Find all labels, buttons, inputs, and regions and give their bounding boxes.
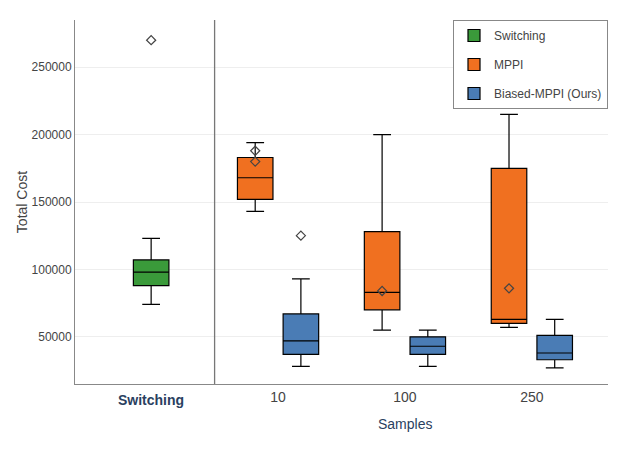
- svg-text:150000: 150000: [32, 195, 72, 209]
- svg-text:Switching: Switching: [494, 29, 545, 43]
- svg-text:200000: 200000: [32, 128, 72, 142]
- svg-text:Samples: Samples: [378, 416, 432, 432]
- svg-text:Biased-MPPI (Ours): Biased-MPPI (Ours): [494, 87, 601, 101]
- svg-text:250: 250: [520, 389, 544, 405]
- svg-text:MPPI: MPPI: [494, 58, 523, 72]
- svg-text:50000: 50000: [38, 330, 72, 344]
- svg-text:10: 10: [270, 389, 286, 405]
- svg-text:100000: 100000: [32, 263, 72, 277]
- svg-text:Total Cost: Total Cost: [14, 171, 30, 233]
- svg-text:250000: 250000: [32, 60, 72, 74]
- svg-text:100: 100: [393, 389, 417, 405]
- svg-text:Switching: Switching: [118, 392, 184, 408]
